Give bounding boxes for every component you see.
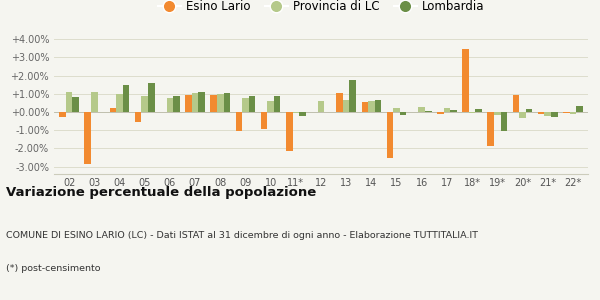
- Bar: [343, 100, 349, 112]
- Bar: [135, 112, 142, 122]
- Bar: [91, 92, 98, 112]
- Bar: [224, 93, 230, 112]
- Bar: [387, 112, 393, 158]
- Bar: [59, 112, 66, 118]
- Bar: [563, 112, 569, 113]
- Bar: [337, 93, 343, 112]
- Bar: [544, 112, 551, 116]
- Bar: [261, 112, 268, 129]
- Bar: [500, 112, 507, 131]
- Text: Variazione percentuale della popolazione: Variazione percentuale della popolazione: [6, 186, 316, 199]
- Bar: [512, 95, 519, 112]
- Bar: [349, 80, 356, 112]
- Bar: [286, 112, 293, 151]
- Bar: [437, 112, 443, 114]
- Bar: [487, 112, 494, 146]
- Bar: [418, 107, 425, 112]
- Bar: [110, 108, 116, 112]
- Bar: [318, 101, 324, 112]
- Bar: [185, 95, 192, 112]
- Text: (*) post-censimento: (*) post-censimento: [6, 264, 101, 273]
- Legend: Esino Lario, Provincia di LC, Lombardia: Esino Lario, Provincia di LC, Lombardia: [153, 0, 489, 18]
- Bar: [362, 102, 368, 112]
- Bar: [469, 112, 475, 113]
- Bar: [274, 96, 280, 112]
- Bar: [551, 112, 557, 118]
- Bar: [199, 92, 205, 112]
- Bar: [299, 112, 305, 116]
- Bar: [148, 83, 155, 112]
- Bar: [85, 112, 91, 164]
- Bar: [569, 112, 576, 114]
- Bar: [526, 109, 532, 112]
- Bar: [368, 101, 374, 112]
- Bar: [142, 96, 148, 112]
- Bar: [494, 112, 500, 115]
- Bar: [173, 96, 179, 112]
- Bar: [519, 112, 526, 119]
- Bar: [211, 95, 217, 112]
- Bar: [116, 94, 123, 112]
- Bar: [443, 108, 450, 112]
- Bar: [268, 101, 274, 112]
- Bar: [475, 109, 482, 112]
- Bar: [393, 108, 400, 112]
- Bar: [73, 97, 79, 112]
- Bar: [400, 112, 406, 115]
- Bar: [425, 111, 431, 112]
- Bar: [236, 112, 242, 131]
- Bar: [217, 94, 224, 112]
- Bar: [576, 106, 583, 112]
- Bar: [242, 98, 249, 112]
- Bar: [66, 92, 73, 112]
- Bar: [249, 96, 255, 112]
- Bar: [374, 100, 381, 112]
- Bar: [463, 49, 469, 112]
- Bar: [293, 112, 299, 113]
- Text: COMUNE DI ESINO LARIO (LC) - Dati ISTAT al 31 dicembre di ogni anno - Elaborazio: COMUNE DI ESINO LARIO (LC) - Dati ISTAT …: [6, 231, 478, 240]
- Bar: [192, 93, 199, 112]
- Bar: [123, 85, 130, 112]
- Bar: [450, 110, 457, 112]
- Bar: [538, 112, 544, 114]
- Bar: [167, 98, 173, 112]
